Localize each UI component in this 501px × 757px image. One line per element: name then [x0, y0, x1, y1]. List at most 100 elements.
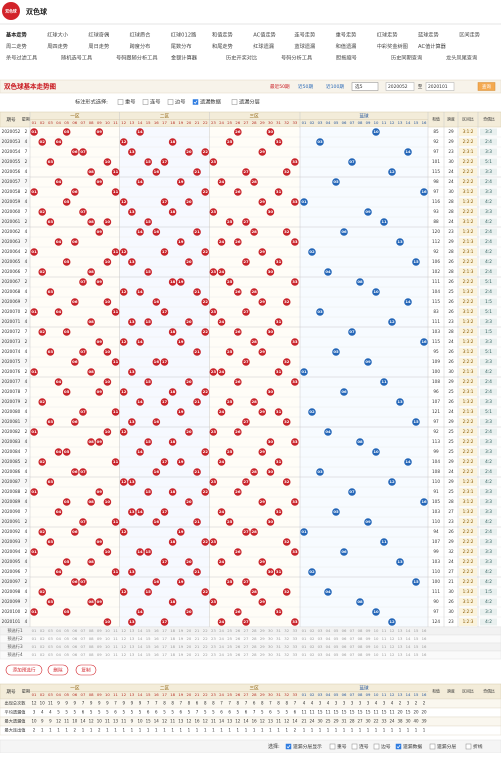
preselect-number[interactable]: 12 — [121, 652, 126, 657]
marker-option[interactable]: 边号 — [175, 98, 185, 106]
button[interactable] — [75, 664, 97, 676]
preselect-number[interactable]: 30 — [268, 652, 273, 657]
preselect-number[interactable]: 27 — [244, 652, 249, 657]
preselect-number[interactable]: 01 — [32, 636, 37, 641]
period-select-text[interactable]: 选5 — [355, 83, 363, 90]
preselect-number[interactable]: 24 — [219, 652, 224, 657]
preselect-number[interactable]: 13 — [398, 628, 403, 633]
preselect-number[interactable]: 07 — [81, 628, 86, 633]
preselect-number[interactable]: 09 — [366, 652, 371, 657]
preselect-number[interactable]: 15 — [414, 636, 419, 641]
preselect-number[interactable]: 21 — [195, 644, 200, 649]
preselect-number[interactable]: 04 — [326, 628, 331, 633]
preselect-number[interactable]: 15 — [146, 652, 151, 657]
preselect-number[interactable]: 14 — [406, 636, 411, 641]
preselect-number[interactable]: 07 — [350, 652, 355, 657]
preselect-number[interactable]: 05 — [334, 652, 339, 657]
nav-link[interactable]: 红球遗漏 — [253, 42, 274, 50]
preselect-number[interactable]: 30 — [268, 636, 273, 641]
period-link[interactable]: 近100期 — [326, 83, 344, 90]
marker-option[interactable]: 遗漏分层 — [239, 98, 260, 106]
preselect-number[interactable]: 33 — [292, 636, 297, 641]
preselect-number[interactable]: 27 — [244, 628, 249, 633]
preselect-number[interactable]: 06 — [72, 636, 77, 641]
preselect-number[interactable]: 05 — [334, 636, 339, 641]
preselect-number[interactable]: 03 — [48, 644, 53, 649]
preselect-number[interactable]: 19 — [178, 636, 183, 641]
preselect-number[interactable]: 12 — [121, 628, 126, 633]
footer-option[interactable]: 遗漏分层 — [437, 743, 456, 750]
preselect-number[interactable]: 04 — [56, 636, 61, 641]
preselect-number[interactable]: 15 — [146, 628, 151, 633]
preselect-number[interactable]: 01 — [32, 644, 37, 649]
preselect-number[interactable]: 06 — [72, 652, 77, 657]
nav-link[interactable]: 尾数分布 — [171, 42, 192, 50]
nav-link[interactable]: 红球012路 — [171, 31, 197, 39]
preselect-number[interactable]: 10 — [105, 652, 110, 657]
preselect-label[interactable]: 预选行1 — [7, 627, 23, 634]
preselect-number[interactable]: 32 — [284, 628, 289, 633]
preselect-number[interactable]: 07 — [81, 652, 86, 657]
preselect-number[interactable]: 15 — [146, 636, 151, 641]
preselect-number[interactable]: 22 — [203, 644, 208, 649]
preselect-number[interactable]: 13 — [398, 652, 403, 657]
preselect-number[interactable]: 21 — [195, 652, 200, 657]
preselect-number[interactable]: 24 — [219, 636, 224, 641]
preselect-number[interactable]: 22 — [203, 628, 208, 633]
preselect-number[interactable]: 23 — [211, 652, 216, 657]
preselect-number[interactable]: 05 — [334, 628, 339, 633]
preselect-number[interactable]: 17 — [162, 652, 167, 657]
preselect-number[interactable]: 31 — [276, 636, 281, 641]
preselect-number[interactable]: 01 — [32, 652, 37, 657]
preselect-number[interactable]: 20 — [187, 628, 192, 633]
preselect-number[interactable]: 09 — [366, 636, 371, 641]
preselect-number[interactable]: 31 — [276, 644, 281, 649]
preselect-number[interactable]: 05 — [64, 628, 69, 633]
preselect-number[interactable]: 09 — [97, 652, 102, 657]
preselect-number[interactable]: 15 — [414, 628, 419, 633]
preselect-label[interactable]: 预选行4 — [7, 651, 23, 658]
preselect-number[interactable]: 31 — [276, 652, 281, 657]
preselect-number[interactable]: 30 — [268, 644, 273, 649]
preselect-number[interactable]: 14 — [406, 628, 411, 633]
preselect-number[interactable]: 20 — [187, 644, 192, 649]
preselect-number[interactable]: 02 — [310, 652, 315, 657]
preselect-number[interactable]: 02 — [310, 644, 315, 649]
preselect-number[interactable]: 02 — [40, 652, 45, 657]
preselect-number[interactable]: 25 — [227, 652, 232, 657]
nav-link[interactable]: 周二走势 — [6, 42, 27, 50]
preselect-number[interactable]: 08 — [358, 652, 363, 657]
preselect-number[interactable]: 29 — [260, 644, 265, 649]
preselect-number[interactable]: 18 — [170, 644, 175, 649]
preselect-number[interactable]: 10 — [105, 644, 110, 649]
preselect-number[interactable]: 26 — [235, 652, 240, 657]
preselect-number[interactable]: 18 — [170, 636, 175, 641]
preselect-number[interactable]: 03 — [318, 636, 323, 641]
preselect-number[interactable]: 15 — [414, 652, 419, 657]
preselect-number[interactable]: 13 — [129, 636, 134, 641]
preselect-number[interactable]: 08 — [358, 628, 363, 633]
preselect-number[interactable]: 04 — [56, 644, 61, 649]
footer-option[interactable]: 连号 — [359, 743, 369, 750]
preselect-number[interactable]: 32 — [284, 652, 289, 657]
preselect-number[interactable]: 06 — [72, 628, 77, 633]
preselect-number[interactable]: 16 — [154, 636, 159, 641]
button[interactable] — [47, 664, 69, 676]
preselect-number[interactable]: 16 — [154, 644, 159, 649]
preselect-number[interactable]: 13 — [129, 652, 134, 657]
preselect-number[interactable]: 10 — [374, 644, 379, 649]
preselect-number[interactable]: 14 — [406, 652, 411, 657]
preselect-number[interactable]: 19 — [178, 628, 183, 633]
preselect-number[interactable]: 19 — [178, 652, 183, 657]
nav-link[interactable]: 历史同期查询 — [391, 54, 422, 62]
preselect-number[interactable]: 26 — [235, 636, 240, 641]
marker-option[interactable]: 遗漏数据 — [200, 98, 221, 106]
preselect-number[interactable]: 08 — [358, 636, 363, 641]
footer-option[interactable]: 遗漏数据 — [403, 743, 422, 750]
preselect-number[interactable]: 25 — [227, 644, 232, 649]
preselect-number[interactable]: 16 — [154, 628, 159, 633]
preselect-number[interactable]: 27 — [244, 644, 249, 649]
nav-link[interactable]: 蓝球走势 — [418, 31, 439, 39]
preselect-number[interactable]: 14 — [138, 644, 143, 649]
preselect-number[interactable]: 16 — [422, 628, 427, 633]
